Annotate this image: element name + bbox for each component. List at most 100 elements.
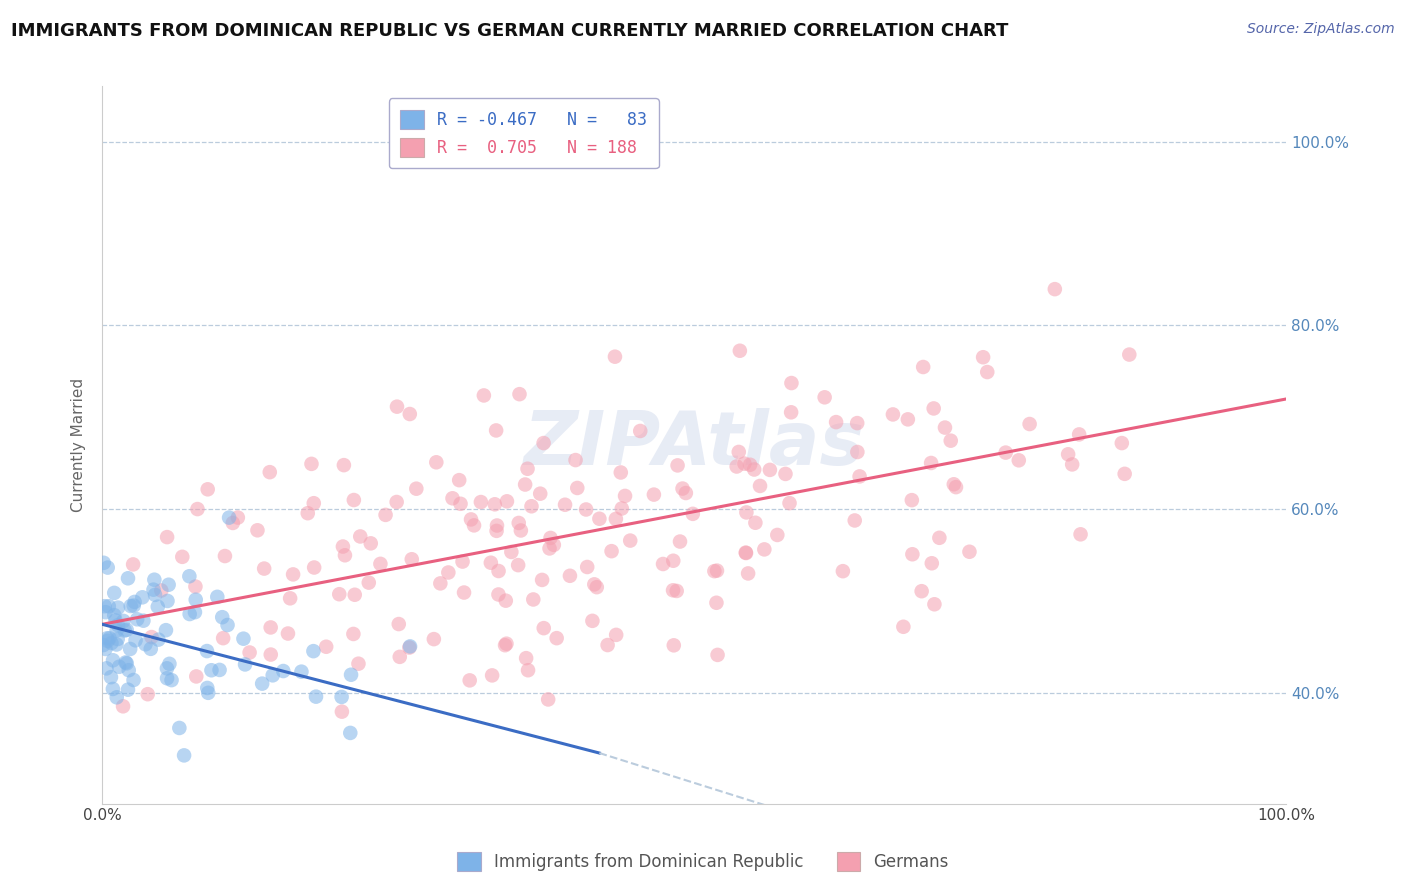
Point	[470, 495, 492, 509]
Point	[614, 489, 637, 503]
Point	[583, 577, 606, 591]
Point	[1043, 282, 1066, 296]
Point	[115, 657, 138, 671]
Point	[671, 482, 693, 496]
Point	[495, 593, 517, 607]
Point	[922, 401, 945, 416]
Point	[281, 567, 304, 582]
Point	[576, 560, 599, 574]
Point	[603, 350, 626, 364]
Point	[481, 668, 503, 682]
Point	[101, 681, 124, 696]
Point	[508, 387, 530, 401]
Point	[543, 538, 565, 552]
Point	[754, 542, 776, 557]
Legend: R = -0.467   N =   83, R =  0.705   N = 188: R = -0.467 N = 83, R = 0.705 N = 188	[388, 98, 659, 169]
Point	[516, 462, 538, 476]
Point	[340, 667, 363, 681]
Point	[343, 588, 366, 602]
Point	[360, 536, 382, 550]
Point	[846, 416, 869, 430]
Point	[706, 648, 728, 662]
Point	[98, 632, 121, 646]
Point	[619, 533, 641, 548]
Point	[600, 544, 623, 558]
Point	[246, 523, 269, 537]
Point	[93, 599, 115, 614]
Point	[347, 657, 370, 671]
Point	[893, 620, 915, 634]
Point	[302, 560, 325, 574]
Point	[496, 494, 519, 508]
Point	[605, 512, 627, 526]
Point	[172, 549, 194, 564]
Point	[682, 507, 704, 521]
Text: IMMIGRANTS FROM DOMINICAN REPUBLIC VS GERMAN CURRENTLY MARRIED CORRELATION CHART: IMMIGRANTS FROM DOMINICAN REPUBLIC VS GE…	[11, 22, 1008, 40]
Point	[485, 518, 508, 533]
Point	[1114, 467, 1136, 481]
Point	[207, 590, 229, 604]
Point	[501, 545, 523, 559]
Point	[897, 412, 920, 426]
Point	[921, 556, 943, 570]
Point	[200, 663, 222, 677]
Point	[484, 497, 506, 511]
Point	[103, 608, 125, 623]
Point	[735, 505, 758, 519]
Point	[357, 575, 380, 590]
Point	[96, 661, 118, 675]
Point	[212, 631, 235, 645]
Point	[208, 663, 231, 677]
Point	[912, 359, 935, 374]
Point	[1062, 458, 1084, 472]
Point	[780, 405, 803, 419]
Point	[472, 388, 495, 402]
Point	[156, 594, 179, 608]
Point	[385, 400, 408, 414]
Point	[197, 686, 219, 700]
Point	[93, 638, 115, 652]
Point	[122, 673, 145, 687]
Point	[515, 651, 537, 665]
Point	[232, 632, 254, 646]
Point	[93, 556, 115, 570]
Point	[529, 486, 551, 500]
Point	[725, 459, 748, 474]
Point	[398, 640, 420, 655]
Point	[278, 591, 301, 606]
Point	[882, 408, 904, 422]
Point	[934, 420, 956, 434]
Point	[124, 633, 146, 648]
Point	[97, 633, 120, 648]
Point	[994, 445, 1017, 459]
Point	[342, 627, 364, 641]
Point	[330, 705, 353, 719]
Point	[184, 580, 207, 594]
Point	[675, 486, 697, 500]
Point	[388, 649, 411, 664]
Point	[488, 564, 510, 578]
Point	[117, 682, 139, 697]
Point	[157, 578, 180, 592]
Point	[399, 640, 422, 654]
Point	[463, 518, 485, 533]
Point	[485, 524, 508, 538]
Point	[665, 583, 688, 598]
Point	[942, 477, 965, 491]
Point	[105, 690, 128, 705]
Point	[531, 573, 554, 587]
Point	[488, 587, 510, 601]
Point	[226, 510, 249, 524]
Point	[94, 642, 117, 657]
Point	[105, 624, 128, 638]
Point	[184, 605, 207, 619]
Point	[662, 638, 685, 652]
Point	[759, 463, 782, 477]
Point	[160, 673, 183, 687]
Point	[508, 558, 530, 573]
Point	[610, 466, 633, 480]
Point	[495, 637, 517, 651]
Point	[349, 529, 371, 543]
Point	[195, 644, 218, 658]
Point	[302, 644, 325, 658]
